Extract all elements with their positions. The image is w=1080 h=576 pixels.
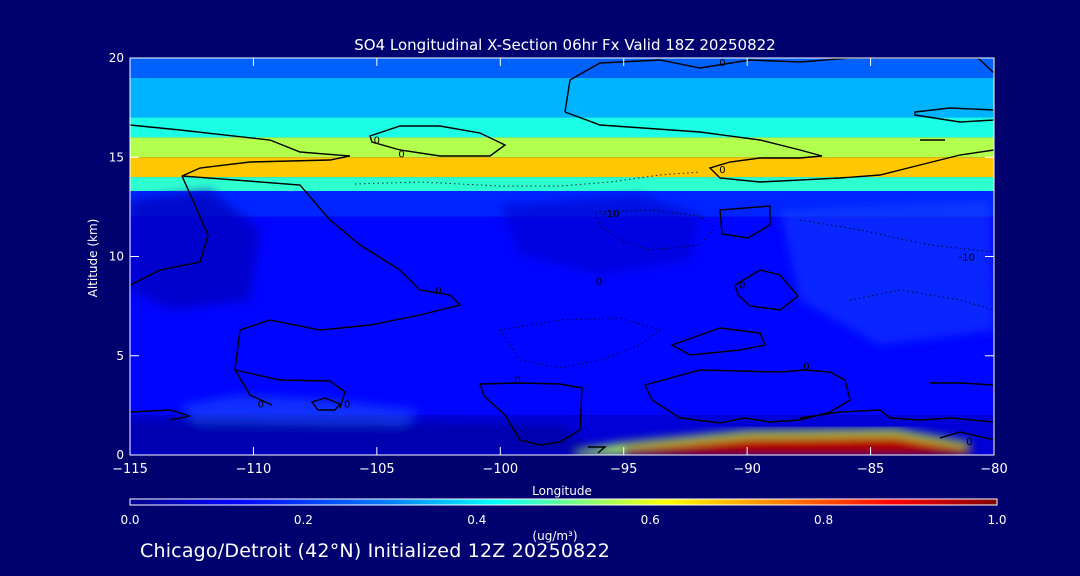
colorbar-tick-label: 0.0 — [120, 513, 139, 527]
dotted-contour-line — [849, 289, 994, 311]
contour-lines — [130, 58, 994, 454]
colorbar — [129, 498, 998, 506]
axes: −115 −110 −105 −100 −95 −90 −85 −80 0 5 10 15 20 — [109, 51, 1008, 477]
contour-line — [670, 327, 766, 356]
y-axis-label: Altitude (km) — [86, 219, 100, 298]
contour-line — [130, 124, 462, 406]
contour-label: 0 — [374, 135, 380, 146]
contour-line — [588, 446, 607, 454]
x-tick-label: −90 — [733, 462, 760, 477]
dark-patch-west — [130, 190, 260, 310]
contour-line — [564, 58, 994, 113]
light-patch-east — [780, 200, 994, 345]
contour-label: -10 — [603, 209, 619, 220]
light-patch-low — [180, 395, 420, 430]
contour-line — [564, 111, 994, 183]
contour-line — [734, 269, 800, 311]
y-tick-label: 15 — [109, 150, 124, 164]
contour-label: 0 — [966, 437, 972, 448]
x-tick-label: −115 — [112, 462, 148, 477]
contour-line — [644, 369, 851, 424]
dark-surface-layer — [130, 420, 600, 455]
footer-caption: Chicago/Detroit (42°N) Initialized 12Z 2… — [140, 540, 611, 562]
dotted-contour-line — [499, 317, 662, 369]
contour-label: 0 — [514, 376, 520, 387]
contour-line — [930, 382, 994, 386]
y-tick-label: 0 — [116, 448, 124, 462]
colorbar-tick-label: 0.2 — [294, 513, 313, 527]
colorbar-tick-label: 0.6 — [641, 513, 660, 527]
contour-line — [130, 175, 209, 286]
contour-line — [914, 107, 994, 123]
contour-line — [939, 431, 994, 441]
colorbar-tick-label: 1.0 — [987, 513, 1006, 527]
y-tick-label: 10 — [109, 250, 124, 264]
dark-patch-central — [500, 195, 700, 275]
contour-line — [130, 409, 191, 421]
x-axis-label: Longitude — [532, 484, 592, 498]
colorbar-ticks: 0.0 0.2 0.4 0.6 0.8 1.0 — [120, 513, 1006, 527]
field-band — [130, 58, 994, 78]
contour-line — [310, 397, 342, 411]
contour-label: 0 — [435, 286, 441, 297]
field-band — [130, 177, 994, 191]
contour-label: 0 — [719, 165, 725, 176]
x-tick-label: −105 — [359, 462, 395, 477]
contour-label: 0 — [739, 280, 745, 291]
colorbar-unit: (ug/m³) — [532, 529, 577, 543]
x-tick-label: −100 — [482, 462, 518, 477]
contour-label: 0 — [803, 362, 809, 373]
field-band — [130, 157, 994, 178]
contour-label: -10 — [959, 252, 975, 263]
contour-label: 0 — [258, 399, 264, 410]
field-band — [130, 117, 994, 138]
contour-label: 0 — [344, 399, 350, 410]
plume-core — [623, 434, 970, 455]
y-tick-label: 5 — [116, 349, 124, 363]
colorbar-tick-label: 0.8 — [814, 513, 833, 527]
chart-title: SO4 Longitudinal X-Section 06hr Fx Valid… — [354, 36, 775, 54]
dotted-contours — [354, 171, 994, 369]
contour-labels: 0 0 0 0 0 0 0 0 0 0 0 0 -10 -10 — [258, 58, 975, 448]
x-tick-label: −85 — [857, 462, 884, 477]
x-tick-label: −95 — [610, 462, 637, 477]
contour-line — [234, 369, 346, 409]
contour-line — [369, 125, 507, 157]
field-band — [130, 77, 994, 118]
colorbar-tick-label: 0.4 — [467, 513, 486, 527]
contour-line — [479, 382, 583, 446]
contour-line — [799, 409, 994, 423]
structure-overlays — [130, 190, 994, 455]
y-tick-label: 20 — [109, 51, 124, 65]
x-tick-label: −110 — [236, 462, 272, 477]
plot-area: 0 0 0 0 0 0 0 0 0 0 0 0 -10 -10 — [130, 58, 994, 455]
contour-line — [719, 205, 771, 239]
field-band — [130, 137, 994, 158]
contour-label: 0 — [719, 58, 725, 69]
contour-label: 0 — [596, 276, 602, 287]
contour-label: 0 — [398, 149, 404, 160]
x-tick-label: −80 — [980, 462, 1007, 477]
